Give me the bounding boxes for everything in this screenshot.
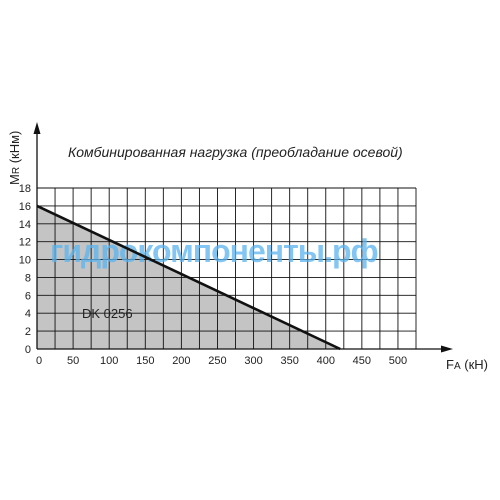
x-axis-arrow [441, 345, 453, 353]
x-tick-label: 400 [317, 355, 335, 367]
x-axis-title: FA (кН) [446, 357, 488, 372]
x-tick-label: 350 [280, 355, 298, 367]
x-tick-label: 150 [136, 355, 154, 367]
series-line [36, 204, 341, 351]
y-tick-label: 8 [25, 272, 31, 284]
y-tick-labels: 0 2 4 6 8 10 12 14 16 18 [19, 183, 31, 356]
x-tick-label: 200 [172, 355, 190, 367]
chart-title: Комбинированная нагрузка (преобладание о… [68, 144, 403, 160]
y-tick-label: 6 [25, 290, 31, 302]
y-tick-label: 10 [19, 255, 31, 267]
y-tick-label: 12 [19, 237, 31, 249]
x-tick-labels: 0 50 100 150 200 250 300 350 400 450 500 [36, 355, 407, 367]
x-tick-label: 0 [36, 355, 42, 367]
axes [33, 122, 453, 353]
x-tick-label: 500 [389, 355, 407, 367]
x-tick-label: 450 [353, 355, 371, 367]
series-label: DK 0256 [82, 306, 133, 321]
watermark: гидрокомпоненты.рф [50, 233, 378, 269]
x-tick-label: 300 [244, 355, 262, 367]
y-tick-label: 2 [25, 326, 31, 338]
y-tick-label: 18 [19, 183, 31, 195]
x-tick-label: 250 [208, 355, 226, 367]
y-axis-title: MR (кНм) [7, 131, 22, 185]
y-tick-label: 4 [25, 308, 31, 320]
y-axis-arrow [33, 122, 41, 134]
y-tick-label: 16 [19, 201, 31, 213]
y-tick-label: 0 [25, 344, 31, 356]
x-tick-label: 50 [67, 355, 79, 367]
y-tick-label: 14 [19, 219, 31, 231]
x-tick-label: 100 [100, 355, 118, 367]
